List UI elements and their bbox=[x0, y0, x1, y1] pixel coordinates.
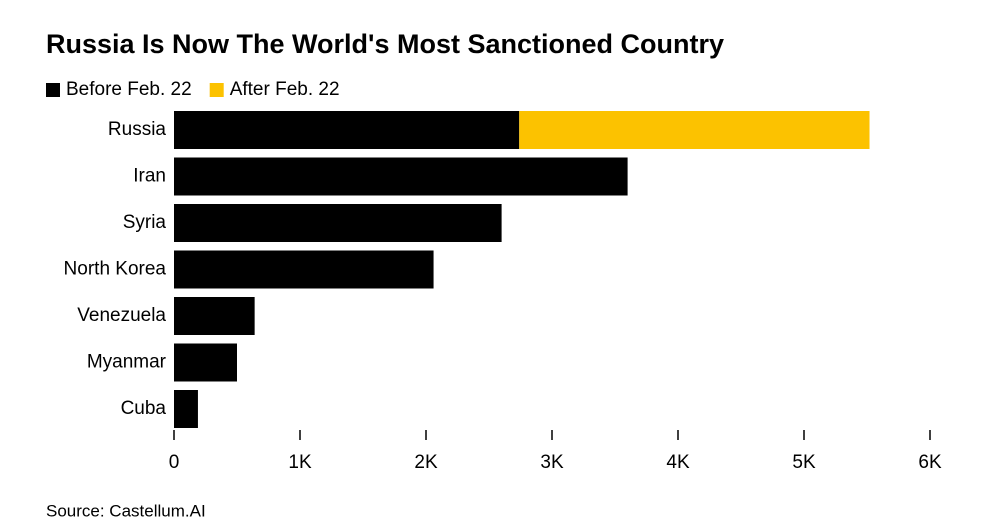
bar-segment bbox=[519, 111, 870, 149]
bar-segment bbox=[174, 250, 434, 289]
legend-swatch bbox=[46, 83, 60, 97]
bar-segment bbox=[174, 111, 520, 149]
y-tick-label: Russia bbox=[108, 119, 167, 140]
y-tick-label: North Korea bbox=[64, 259, 167, 280]
legend-swatch bbox=[209, 83, 224, 97]
y-tick-label: Venezuela bbox=[77, 305, 166, 326]
bar-segment bbox=[174, 390, 198, 428]
y-tick-label: Iran bbox=[133, 166, 166, 187]
x-tick-label: 1K bbox=[288, 452, 312, 473]
legend-label: Before Feb. 22 bbox=[66, 79, 192, 100]
bar-segment bbox=[174, 204, 502, 242]
y-tick-label: Myanmar bbox=[87, 352, 167, 373]
y-tick-label: Cuba bbox=[121, 398, 167, 419]
bar-segment bbox=[174, 297, 255, 335]
x-tick-label: 3K bbox=[540, 452, 564, 473]
chart-title: Russia Is Now The World's Most Sanctione… bbox=[46, 29, 724, 59]
bar-segment bbox=[174, 157, 628, 196]
x-tick-label: 6K bbox=[918, 452, 942, 473]
x-tick-label: 5K bbox=[792, 452, 816, 473]
legend-label: After Feb. 22 bbox=[230, 79, 340, 100]
x-tick-label: 0 bbox=[169, 452, 180, 473]
x-tick-label: 2K bbox=[414, 452, 438, 473]
source-note: Source: Castellum.AI bbox=[46, 501, 206, 520]
x-tick-label: 4K bbox=[666, 452, 690, 473]
y-tick-label: Syria bbox=[123, 212, 167, 233]
bar-segment bbox=[174, 343, 237, 382]
